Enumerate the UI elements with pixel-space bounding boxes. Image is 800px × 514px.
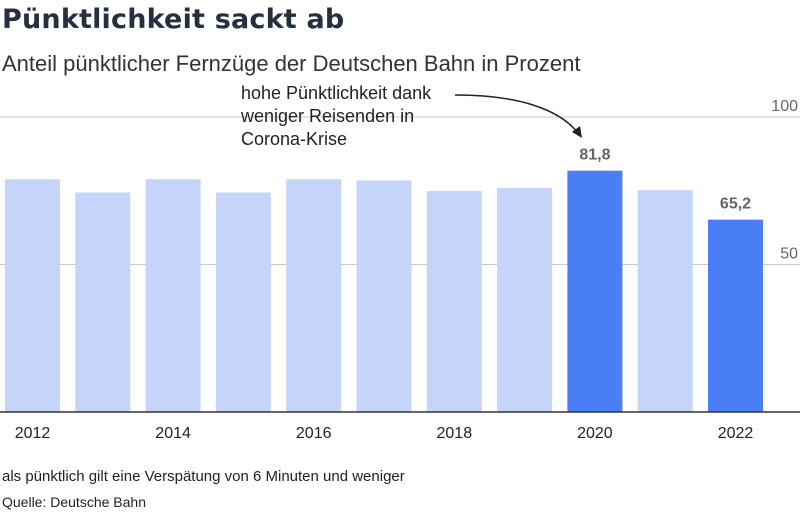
bar-2018: [426, 191, 482, 412]
chart-subtitle: Anteil pünktlicher Fernzüge der Deutsche…: [2, 51, 581, 76]
y-tick-label-100: 100: [771, 98, 798, 115]
bar-2021: [637, 190, 693, 412]
annotation-arrowhead: [572, 126, 582, 138]
annotation-arrow: [454, 94, 579, 134]
x-tick-label-2016: 2016: [296, 425, 332, 442]
x-tick-label-2014: 2014: [155, 425, 191, 442]
bar-layer: [5, 170, 763, 412]
bar-2017: [356, 180, 412, 412]
source-note: Quelle: Deutsche Bahn: [2, 494, 146, 510]
data-label-2022: 65,2: [720, 196, 751, 213]
chart-annotation: hohe Pünktlichkeit dank weniger Reisende…: [241, 83, 432, 149]
chart-title: Pünktlichkeit sackt ab: [2, 4, 345, 35]
bar-2019: [497, 188, 553, 412]
bar-2016: [286, 179, 342, 412]
bar-2022: [708, 219, 763, 412]
bar-2013: [75, 192, 131, 412]
x-tick-label-2022: 2022: [718, 425, 754, 442]
x-tick-label-2020: 2020: [577, 425, 613, 442]
bar-2012: [5, 179, 60, 412]
bar-2020: [567, 170, 623, 412]
data-label-2020: 81,8: [579, 147, 610, 164]
y-tick-label-50: 50: [780, 246, 798, 263]
bar-2015: [215, 192, 271, 412]
label-layer: 50 100 81,8 65,2 2012 2014 2016 2018 2020 2022: [15, 98, 798, 442]
bar-2014: [145, 179, 201, 412]
x-tick-label-2012: 2012: [15, 425, 51, 442]
x-tick-label-2018: 2018: [437, 425, 473, 442]
footnote: als pünktlich gilt eine Verspätung von 6…: [2, 468, 405, 485]
